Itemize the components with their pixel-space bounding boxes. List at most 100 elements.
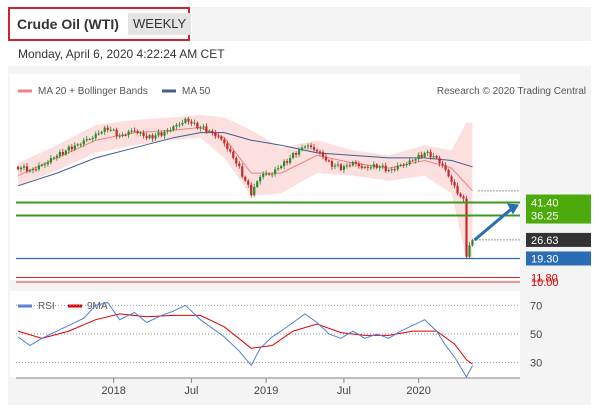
candle-body (396, 165, 399, 170)
candle-body (217, 136, 220, 138)
candle-body (309, 145, 313, 148)
candle-body (49, 158, 52, 163)
x-tick-label: Jul (184, 385, 198, 397)
candle-body (241, 166, 244, 177)
candle-body (441, 163, 444, 166)
x-tick-label: 2018 (101, 385, 125, 397)
candle-body (274, 169, 277, 175)
candle-body (342, 166, 346, 170)
last-price-label: 26.63 (531, 235, 559, 247)
candle-body (172, 126, 175, 131)
candle-body (336, 164, 340, 166)
candle-body (124, 134, 127, 136)
candle-body (91, 137, 94, 140)
candle-body (244, 176, 247, 181)
candle-body (381, 165, 384, 167)
rsi-ma-legend-label: 9MA (87, 301, 108, 312)
bollinger-band (18, 114, 473, 260)
candle-body (462, 196, 465, 199)
candle-body (118, 135, 121, 137)
candle-body (369, 167, 372, 169)
candle-body (43, 164, 47, 166)
candle-body (220, 136, 223, 140)
candle-body (375, 164, 378, 168)
candle-body (199, 127, 202, 129)
candle-body (181, 122, 184, 125)
candle-body (22, 166, 26, 168)
x-axis: 2018 Jul 2019 Jul 2020 (16, 377, 520, 397)
candle-body (471, 239, 474, 246)
candle-body (333, 165, 337, 167)
candle-body (354, 161, 357, 164)
candle-body (303, 146, 307, 148)
candle-body (360, 166, 363, 168)
candle-body (423, 152, 426, 158)
candle-body (256, 181, 259, 187)
candle-body (73, 145, 76, 150)
candle-body (106, 127, 109, 130)
candle-body (196, 122, 199, 129)
candle-body (399, 164, 402, 166)
ma50-legend-label: MA 50 (182, 86, 211, 97)
candle-body (384, 165, 387, 172)
candle-body (294, 153, 298, 155)
candle-body (315, 149, 319, 152)
candle-body (390, 169, 393, 171)
rsi-ma-line (17, 313, 473, 365)
timeframe-button[interactable]: WEEKLY (128, 13, 192, 35)
candle-body (459, 193, 462, 197)
header-bar (192, 7, 591, 41)
x-tick-label: 2020 (406, 385, 430, 397)
candle-body (187, 118, 190, 122)
candle-body (211, 130, 214, 133)
candle-body (453, 181, 456, 186)
candle-body (202, 126, 205, 128)
candle-body (223, 139, 226, 144)
candle-body (16, 166, 20, 170)
candle-body (85, 139, 88, 141)
candle-body (435, 156, 438, 158)
candle-body (109, 129, 112, 131)
candle-body (25, 166, 29, 172)
candle-body (259, 176, 262, 182)
candle-body (283, 161, 286, 167)
candle-body (438, 157, 441, 164)
candle-body (411, 160, 414, 162)
candle-body (130, 130, 133, 132)
candle-body (306, 145, 310, 147)
candle-body (357, 163, 360, 167)
candle-body (157, 132, 160, 136)
candle-body (226, 143, 229, 149)
candle-body (100, 131, 103, 134)
candle-body (300, 147, 304, 150)
candle-body (345, 165, 348, 167)
candle-body (405, 164, 408, 166)
candle-body (208, 130, 211, 132)
candle-body (402, 164, 405, 166)
candle-body (190, 121, 193, 124)
candle-body (414, 159, 417, 161)
candle-body (417, 154, 420, 160)
candle-body (76, 144, 79, 146)
candle-body (133, 130, 136, 132)
candle-body (280, 166, 283, 169)
candle-body (40, 164, 44, 166)
last-price-tag (526, 232, 591, 247)
instrument-header: Crude Oil (WTI) WEEKLY (8, 7, 192, 41)
candle-body (112, 129, 115, 131)
candle-body (139, 132, 142, 134)
support-label: 10.00 (531, 277, 559, 289)
candle-body (468, 245, 471, 257)
candle-body (247, 180, 250, 185)
candle-body (94, 133, 97, 138)
candle-body (64, 150, 67, 155)
support-label: 19.30 (531, 253, 559, 265)
instrument-title: Crude Oil (WTI) (17, 16, 119, 32)
candle-body (82, 140, 85, 145)
forecast-arrow (473, 207, 513, 242)
candle-body (166, 130, 169, 132)
candle-body (175, 124, 178, 127)
candle-body (465, 198, 468, 257)
candle-body (160, 132, 163, 136)
